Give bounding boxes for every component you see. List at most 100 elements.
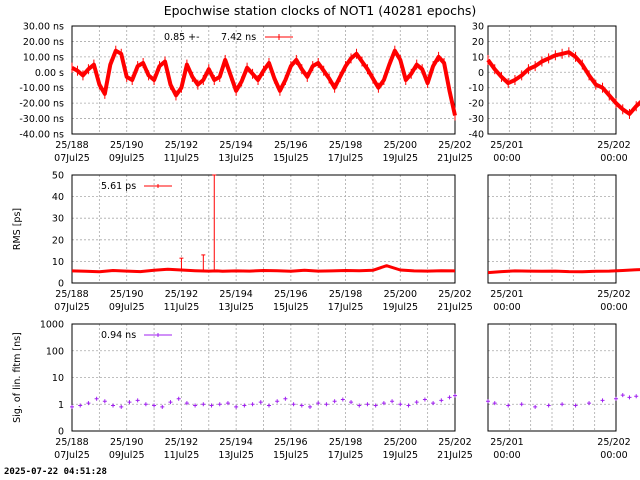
x-tick-date: 19Jul25 <box>382 153 418 164</box>
left-plot-frame <box>71 174 456 284</box>
x-tick-date: 07Jul25 <box>54 450 90 461</box>
data-series-line <box>487 268 640 275</box>
data-point <box>398 402 403 407</box>
x-tick-label: 25/192 <box>165 289 198 300</box>
legend-label: 0.85 +- <box>164 32 200 43</box>
data-point <box>422 397 427 402</box>
data-point <box>102 399 107 404</box>
data-point <box>614 396 618 401</box>
x-tick-label: 25/192 <box>165 437 198 448</box>
x-tick-date: 17Jul25 <box>328 450 364 461</box>
data-point <box>332 399 337 404</box>
data-point <box>447 395 452 400</box>
right-y-tick-label: -10 <box>468 83 484 94</box>
data-point <box>381 401 386 406</box>
legend-label: 5.61 ps <box>101 181 136 192</box>
right-plot-frame <box>487 25 617 135</box>
right-y-tick-label: 30 <box>472 22 484 33</box>
data-point <box>111 403 116 408</box>
y-tick-label: 0.00 s <box>35 68 64 79</box>
data-point <box>201 402 206 407</box>
y-tick-label: 0 <box>58 279 64 290</box>
y-tick-label: 20 <box>52 235 64 246</box>
x-tick-date: 15Jul25 <box>273 302 309 313</box>
right-plot-frame <box>487 174 617 284</box>
data-point <box>324 402 329 407</box>
data-point <box>431 401 436 406</box>
x-tick-date: 15Jul25 <box>273 450 309 461</box>
data-point <box>406 403 411 408</box>
data-point <box>560 402 565 407</box>
x-tick-label: 25/202 <box>438 140 471 151</box>
data-point <box>78 403 83 408</box>
data-point <box>620 393 625 398</box>
x-tick-date: 17Jul25 <box>328 302 364 313</box>
x-tick-label: 25/188 <box>55 140 88 151</box>
data-point <box>506 403 511 408</box>
data-point <box>70 404 74 409</box>
data-point <box>127 400 132 405</box>
data-point <box>184 401 189 406</box>
x-tick-time: 00:00 <box>600 153 627 164</box>
data-point <box>357 403 362 408</box>
right-y-tick-label: -40 <box>468 130 484 141</box>
x-tick-label: 25/194 <box>219 437 252 448</box>
x-tick-label: 25/196 <box>274 140 307 151</box>
data-point <box>546 403 551 408</box>
data-point <box>152 403 157 408</box>
x-tick-date: 21Jul25 <box>437 153 473 164</box>
data-point <box>119 404 124 409</box>
data-point <box>340 397 345 402</box>
legend-label: 7.42 ns <box>221 32 256 43</box>
data-point <box>160 404 165 409</box>
x-tick-date: 13Jul25 <box>218 302 254 313</box>
y-tick-label: 10 <box>52 257 64 268</box>
x-tick-label: 25/200 <box>384 437 417 448</box>
x-tick-label: 25/198 <box>329 289 362 300</box>
data-point <box>193 403 198 408</box>
x-tick-date: 07Jul25 <box>54 302 90 313</box>
y-tick-label: -20.00 ns <box>19 99 64 110</box>
data-point <box>176 396 181 401</box>
right-y-tick-label: -20 <box>468 99 484 110</box>
y-tick-label: -30.00 ns <box>19 114 64 125</box>
x-tick-time: 00:00 <box>493 302 520 313</box>
data-series-line <box>486 50 640 116</box>
x-tick-label: 25/201 <box>490 437 523 448</box>
data-point <box>94 396 99 401</box>
data-point <box>486 399 490 404</box>
x-tick-date: 11Jul25 <box>164 153 200 164</box>
x-tick-date: 09Jul25 <box>109 302 145 313</box>
data-point <box>390 399 395 404</box>
data-point <box>587 401 592 406</box>
x-tick-label: 25/196 <box>274 289 307 300</box>
y-tick-label: 0 <box>58 427 64 438</box>
x-tick-date: 11Jul25 <box>164 450 200 461</box>
data-point <box>533 404 538 409</box>
data-point <box>143 402 148 407</box>
x-tick-label: 25/201 <box>490 289 523 300</box>
x-tick-label: 25/188 <box>55 289 88 300</box>
data-point <box>453 393 457 398</box>
x-tick-label: 25/200 <box>384 140 417 151</box>
data-point <box>168 400 173 405</box>
data-point <box>283 396 288 401</box>
y-axis-label: Sig. of lin. fitm [ns] <box>12 332 23 423</box>
x-tick-date: 13Jul25 <box>218 153 254 164</box>
data-point <box>492 401 497 406</box>
data-point <box>573 403 578 408</box>
y-tick-label: 20.00 ns <box>23 37 64 48</box>
y-tick-label: 40 <box>52 192 64 203</box>
data-point <box>373 403 378 408</box>
data-point <box>234 404 239 409</box>
data-point <box>600 398 605 403</box>
data-point <box>135 398 140 403</box>
y-tick-label: -10.00 ns <box>19 83 64 94</box>
x-tick-label: 25/192 <box>165 140 198 151</box>
y-tick-label: 1 <box>58 400 64 411</box>
right-y-tick-label: 0 <box>478 68 484 79</box>
legend-marker <box>156 333 160 337</box>
x-tick-date: 19Jul25 <box>382 302 418 313</box>
plot-timestamp: 2025-07-22 04:51:28 <box>4 467 107 477</box>
data-point <box>519 402 524 407</box>
